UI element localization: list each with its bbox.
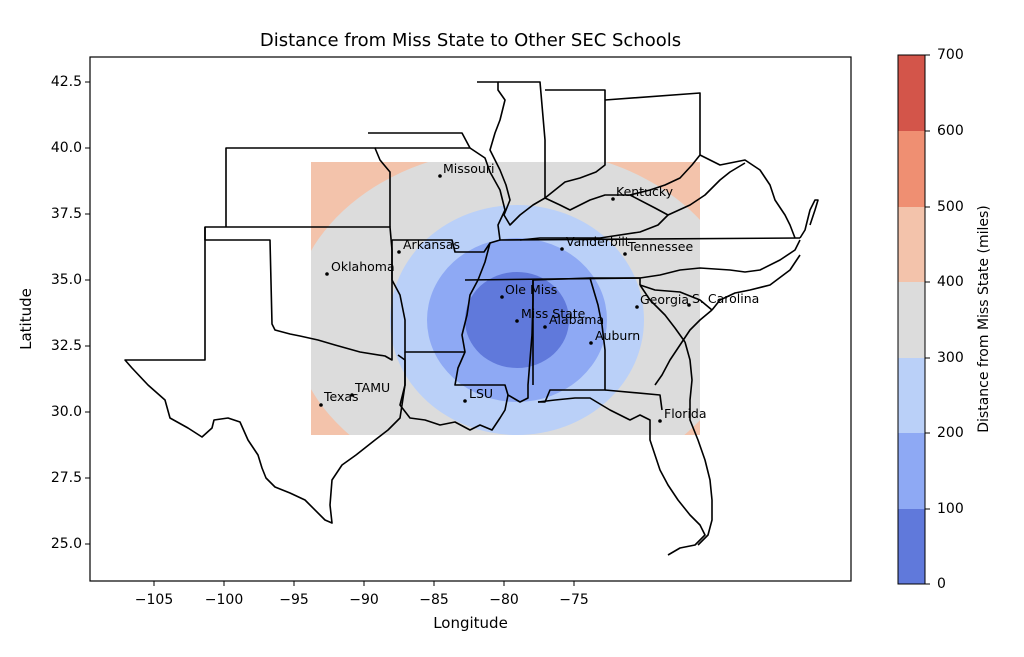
chart-title: Distance from Miss State to Other SEC Sc… xyxy=(259,30,682,51)
x-tick-label: −75 xyxy=(559,592,589,608)
school-label-alabama: Alabama xyxy=(549,312,605,327)
x-tick-label: −105 xyxy=(134,592,174,608)
school-label-florida: Florida xyxy=(664,406,707,421)
school-label-auburn: Auburn xyxy=(595,328,641,343)
x-tick-label: −90 xyxy=(349,592,379,608)
x-axis-label: Longitude xyxy=(433,614,508,632)
colorbar-tick-label: 600 xyxy=(937,123,964,139)
y-tick-label: 27.5 xyxy=(50,470,82,486)
y-ticks xyxy=(85,81,90,545)
state-borders xyxy=(124,81,819,556)
y-tick-label: 40.0 xyxy=(50,140,82,156)
y-tick-label: 35.0 xyxy=(50,272,82,288)
colorbar xyxy=(897,54,930,585)
x-tick-label: −85 xyxy=(419,592,449,608)
school-label-south-carolina: S. Carolina xyxy=(692,291,760,306)
y-tick-label: 42.5 xyxy=(50,74,82,90)
school-markers xyxy=(319,174,691,423)
school-label-georgia: Georgia xyxy=(640,292,690,307)
colorbar-tick-label: 400 xyxy=(937,274,964,290)
school-label-texas: Texas xyxy=(324,389,359,404)
school-label-arkansas: Arkansas xyxy=(403,237,460,252)
y-tick-label: 25.0 xyxy=(50,536,82,552)
colorbar-tick-label: 700 xyxy=(937,47,964,63)
colorbar-tick-label: 200 xyxy=(937,425,964,441)
y-tick-label: 30.0 xyxy=(50,404,82,420)
school-label-ole-miss: Ole Miss xyxy=(505,282,558,297)
school-label-kentucky: Kentucky xyxy=(616,184,674,199)
colorbar-tick-label: 500 xyxy=(937,199,964,215)
plot-frame xyxy=(89,56,852,582)
y-tick-label: 37.5 xyxy=(50,206,82,222)
contour-field xyxy=(311,162,700,435)
colorbar-label: Distance from Miss State (miles) xyxy=(976,205,992,433)
colorbar-tick-label: 100 xyxy=(937,501,964,517)
colorbar-tick-label: 300 xyxy=(937,350,964,366)
x-ticks xyxy=(153,581,575,586)
school-label-miss-state: Miss State xyxy=(521,306,586,321)
y-tick-label: 32.5 xyxy=(50,338,82,354)
x-tick-label: −95 xyxy=(279,592,309,608)
y-axis-label: Latitude xyxy=(17,288,35,350)
x-tick-label: −100 xyxy=(204,592,244,608)
x-tick-label: −80 xyxy=(489,592,519,608)
school-label-tamu: TAMU xyxy=(355,380,391,395)
school-label-oklahoma: Oklahoma xyxy=(331,259,395,274)
school-label-lsu: LSU xyxy=(469,386,494,401)
school-label-vanderbilt: Vanderbilt xyxy=(566,234,630,249)
colorbar-tick-label: 0 xyxy=(937,576,946,592)
school-label-tennessee: Tennessee xyxy=(628,239,694,254)
school-label-missouri: Missouri xyxy=(443,161,495,176)
